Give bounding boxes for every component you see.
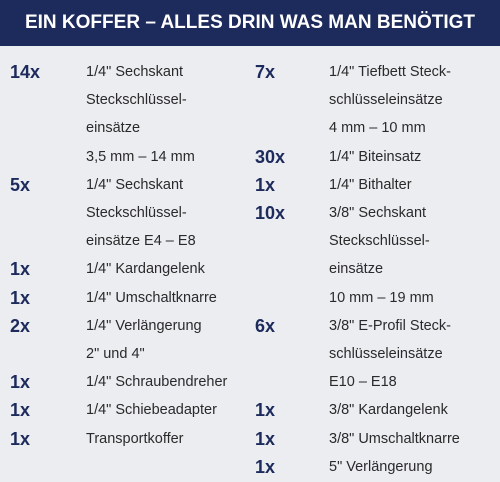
item-text: 1/4" Kardangelenk [86, 261, 205, 278]
quantity: 1x [10, 372, 31, 393]
item-text: E10 – E18 [329, 374, 397, 391]
quantity: 30x [255, 146, 286, 167]
item-text: einsätze [329, 261, 384, 278]
item-text: 1/4" Biteinsatz [329, 148, 422, 165]
item-text: einsätze [86, 120, 141, 137]
quantity: 1x [255, 174, 276, 195]
quantity: 1x [255, 400, 276, 421]
item-text: 4 mm – 10 mm [329, 120, 426, 137]
item-text: 3,5 mm – 14 mm [86, 148, 195, 165]
item-text: 10 mm – 19 mm [329, 289, 434, 306]
item-text: 1/4" Verlängerung [86, 317, 202, 334]
quantity: 5x [10, 174, 31, 195]
quantity: 1x [255, 428, 276, 449]
item-text: 1/4" Sechskant [86, 64, 184, 80]
item-text: 1/4" Schraubendreher [86, 374, 228, 391]
item-text: 1/4" Schiebeadapter [86, 402, 217, 419]
item-text: schlüsseleinsätze [329, 92, 443, 109]
quantity: 1x [10, 400, 31, 421]
item-text: 1/4" Sechskant [86, 176, 184, 193]
quantity: 7x [255, 62, 276, 82]
item-text: 1/4" Bithalter [329, 176, 412, 193]
item-text: Steckschlüssel- [329, 233, 430, 250]
item-text: Steckschlüssel- [86, 92, 187, 109]
quantity: 1x [10, 428, 31, 449]
quantity: 1x [255, 456, 276, 477]
item-text: 3/8" Kardangelenk [329, 402, 448, 419]
item-text: 5" Verlängerung [329, 458, 433, 475]
item-text: 3/8" E-Profil Steck- [329, 317, 451, 334]
item-text: 2" und 4" [86, 346, 145, 362]
item-text: 3/8" Sechskant [329, 205, 427, 221]
quantity: 1x [10, 259, 31, 280]
quantity: 10x [255, 203, 286, 223]
quantity: 2x [10, 315, 31, 336]
item-text: 1/4" Umschaltknarre [86, 289, 217, 306]
item-text: Steckschlüssel- [86, 205, 187, 221]
quantity: 6x [255, 315, 276, 336]
item-text: schlüsseleinsätze [329, 346, 443, 362]
item-text: 1/4" Tiefbett Steck- [329, 64, 452, 80]
header-title: EIN KOFFER – ALLES DRIN WAS MAN BENÖTIGT [0, 0, 500, 46]
item-text: Transportkoffer [86, 430, 184, 447]
item-text: einsätze E4 – E8 [86, 233, 196, 250]
quantity: 1x [10, 287, 31, 308]
item-text: 3/8" Umschaltknarre [329, 430, 460, 447]
quantity: 14x [10, 62, 41, 82]
